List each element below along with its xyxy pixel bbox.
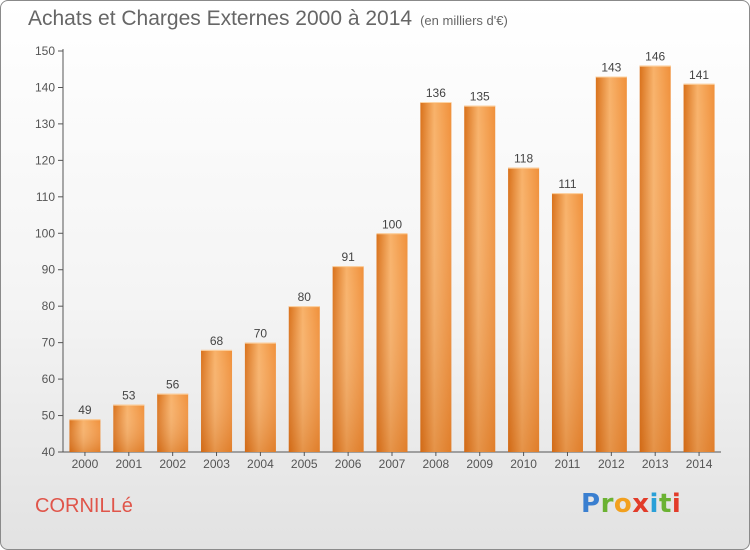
- bar-shade: [508, 167, 540, 452]
- bar-shade: [288, 306, 320, 452]
- y-tick-label: 110: [36, 190, 55, 204]
- bar-shade: [244, 342, 276, 452]
- y-tick-label: 140: [35, 80, 55, 94]
- x-tick-label: 2006: [335, 457, 362, 471]
- y-tick-label: 130: [35, 117, 55, 131]
- x-tick-label: 2008: [423, 457, 450, 471]
- x-tick-label: 2013: [642, 457, 669, 471]
- proxiti-logo[interactable]: Proxiti: [581, 489, 681, 519]
- y-tick-label: 120: [35, 153, 55, 167]
- data-label: 68: [210, 334, 224, 348]
- bar-shade: [464, 105, 496, 452]
- chart-title-text: Achats et Charges Externes 2000 à 2014: [28, 7, 413, 30]
- data-label: 136: [426, 86, 446, 100]
- logo-letter: P: [581, 489, 601, 519]
- logo-letter: o: [613, 489, 633, 519]
- data-label: 53: [122, 389, 136, 403]
- x-tick-label: 2009: [466, 457, 493, 471]
- logo-letter: x: [632, 489, 650, 519]
- y-tick-label: 70: [42, 336, 56, 350]
- chart-unit-label: (en milliers d'€): [420, 13, 508, 28]
- data-label: 143: [601, 61, 621, 75]
- bar-shade: [69, 419, 101, 452]
- data-label: 118: [514, 152, 533, 166]
- bar-shade: [113, 404, 145, 452]
- x-tick-label: 2005: [291, 457, 318, 471]
- logo-letter: r: [600, 489, 614, 519]
- x-tick-label: 2007: [379, 457, 406, 471]
- x-tick-label: 2014: [686, 457, 713, 471]
- bar-shade: [376, 233, 408, 452]
- logo-letter: i: [649, 489, 659, 519]
- data-label: 146: [645, 50, 665, 64]
- data-label: 70: [254, 327, 268, 341]
- logo-letter: i: [671, 489, 682, 519]
- data-label: 80: [298, 290, 312, 304]
- y-tick-label: 40: [42, 445, 56, 459]
- y-tick-label: 100: [35, 226, 55, 240]
- bar-shade: [639, 65, 671, 452]
- x-tick-label: 2004: [247, 457, 274, 471]
- data-label: 111: [558, 177, 577, 191]
- data-label: 56: [166, 378, 180, 392]
- bar-shade: [201, 349, 233, 452]
- data-label: 135: [470, 90, 490, 104]
- data-label: 91: [341, 250, 355, 264]
- place-name: CORNILLé: [35, 495, 133, 517]
- x-tick-label: 2012: [598, 457, 625, 471]
- x-tick-label: 2001: [115, 457, 142, 471]
- y-tick-label: 60: [42, 372, 56, 386]
- chart-title: Achats et Charges Externes 2000 à 2014 (e…: [28, 7, 508, 31]
- bar-shade: [683, 83, 715, 453]
- bar-shade: [551, 193, 583, 452]
- y-tick-label: 80: [42, 299, 56, 313]
- data-label: 100: [382, 217, 402, 231]
- bar-shade: [157, 393, 189, 452]
- x-tick-label: 2002: [159, 457, 186, 471]
- data-label: 49: [78, 403, 92, 417]
- y-tick-label: 50: [42, 409, 56, 423]
- x-tick-label: 2000: [72, 457, 99, 471]
- bar-shade: [420, 102, 452, 452]
- x-tick-label: 2010: [510, 457, 537, 471]
- data-label: 141: [689, 68, 709, 82]
- logo-letter: t: [658, 489, 672, 519]
- bar-shade: [595, 76, 627, 452]
- x-tick-label: 2011: [555, 457, 581, 471]
- bar-shade: [332, 266, 364, 452]
- y-tick-label: 150: [35, 44, 55, 58]
- x-tick-label: 2003: [203, 457, 230, 471]
- y-tick-label: 90: [42, 263, 56, 277]
